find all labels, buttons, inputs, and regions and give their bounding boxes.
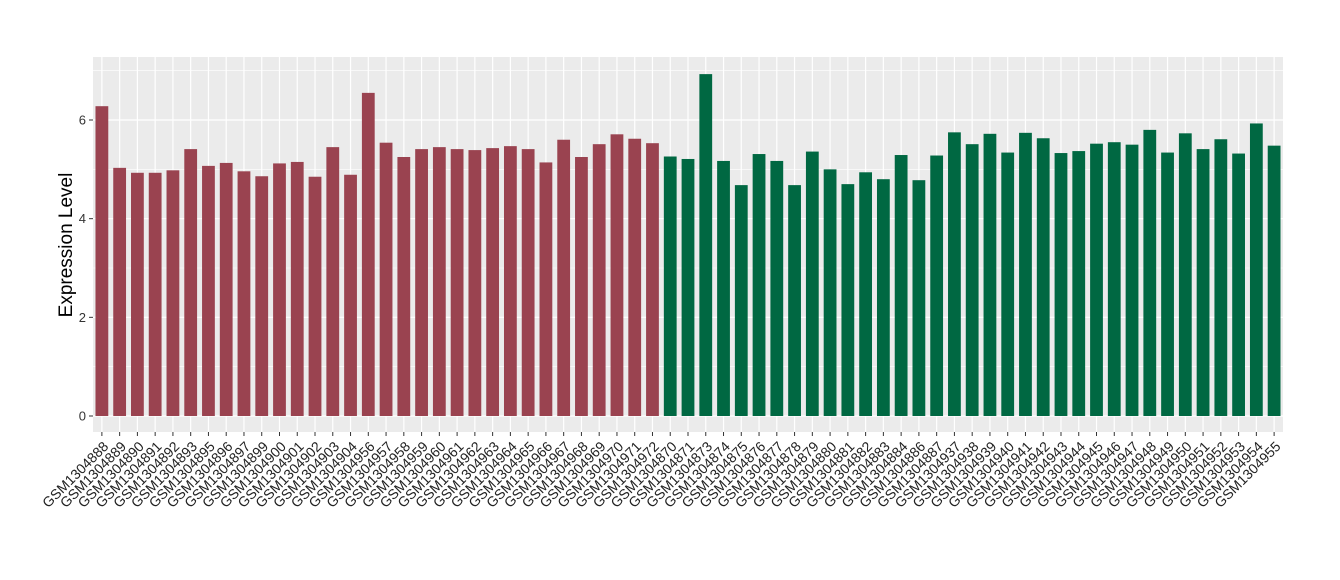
bar-GSM1304889 [113,167,127,416]
bar-GSM1304882 [859,172,873,416]
bar-GSM1304960 [432,147,446,416]
bar-GSM1304871 [681,158,695,416]
bar-GSM1304939 [983,133,997,416]
bar-GSM1304953 [1232,153,1245,416]
bar-GSM1304891 [148,172,162,416]
bar-GSM1304962 [468,150,482,417]
bar-GSM1304877 [770,160,784,416]
bar-GSM1304883 [876,179,890,416]
bar-GSM1304961 [450,149,464,416]
y-tick-label: 6 [79,113,86,128]
bars [95,74,1281,417]
bar-GSM1304900 [273,163,286,416]
bar-GSM1304956 [361,92,375,416]
bar-GSM1304949 [1161,152,1174,416]
bar-GSM1304873 [699,74,713,417]
bar-GSM1304944 [1072,151,1086,416]
bar-GSM1304876 [752,154,766,417]
bar-GSM1304887 [930,155,944,416]
bar-GSM1304954 [1249,123,1263,416]
bar-GSM1304893 [184,149,198,416]
x-axis: GSM1304888GSM1304889GSM1304890GSM1304891… [39,432,1284,511]
bar-GSM1304969 [592,144,606,416]
bar-GSM1304897 [237,171,251,416]
bar-GSM1304943 [1054,153,1068,416]
bar-GSM1304940 [1001,152,1015,416]
bar-GSM1304964 [503,146,517,416]
bar-GSM1304963 [486,148,500,416]
bar-GSM1304892 [166,170,180,416]
bar-GSM1304878 [788,185,801,416]
bar-GSM1304896 [219,162,233,416]
y-tick-label: 0 [79,409,86,424]
bar-GSM1304971 [628,138,642,416]
bar-GSM1304948 [1143,129,1157,416]
bar-GSM1304888 [95,106,109,416]
bar-GSM1304952 [1214,139,1228,417]
bar-GSM1304958 [397,157,411,416]
bar-GSM1304968 [575,157,588,416]
bar-GSM1304875 [734,185,748,416]
bar-GSM1304950 [1178,133,1192,416]
bar-GSM1304951 [1196,149,1210,416]
bar-GSM1304946 [1107,142,1121,416]
bar-GSM1304890 [131,172,144,416]
bar-GSM1304941 [1019,132,1032,416]
bar-GSM1304884 [894,155,908,416]
bar-GSM1304938 [965,144,979,416]
y-axis: 0 2 4 6 [79,113,93,424]
bar-GSM1304881 [841,184,855,416]
bar-GSM1304879 [805,151,819,416]
bar-GSM1304904 [344,174,357,416]
bar-GSM1304972 [646,143,659,417]
y-axis-title: Expression Level [56,173,77,318]
bar-GSM1304942 [1036,138,1050,416]
bar-GSM1304899 [255,176,269,416]
y-tick-label: 2 [79,310,86,325]
bar-GSM1304970 [610,134,624,416]
bar-GSM1304955 [1267,145,1281,417]
bar-GSM1304965 [521,149,535,416]
y-tick-label: 4 [79,211,86,226]
bar-GSM1304966 [539,162,553,416]
bar-GSM1304902 [308,176,322,416]
bar-GSM1304967 [557,139,571,416]
bar-GSM1304959 [415,149,428,416]
bar-GSM1304947 [1125,144,1139,416]
bar-GSM1304874 [717,160,730,416]
bar-GSM1304901 [290,161,304,416]
bar-GSM1304945 [1090,143,1103,416]
bar-GSM1304937 [948,132,961,417]
bar-GSM1304870 [663,156,677,417]
bar-GSM1304903 [326,147,340,416]
bar-GSM1304895 [202,165,215,416]
bar-GSM1304880 [823,169,837,416]
bar-GSM1304886 [912,180,926,416]
bar-GSM1304957 [379,142,393,416]
